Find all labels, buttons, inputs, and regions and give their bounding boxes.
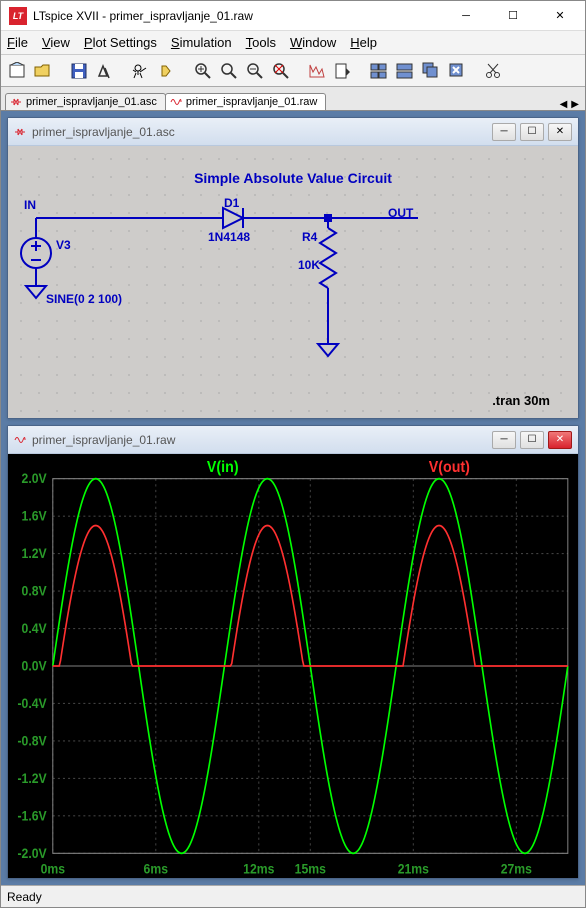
menu-plot-settings[interactable]: Plot Settings xyxy=(84,35,157,50)
mdi-area: primer_ispravljanje_01.asc ─ ☐ ✕ Simple … xyxy=(1,111,585,885)
cut-icon[interactable] xyxy=(481,59,505,83)
control-panel-icon[interactable] xyxy=(93,59,117,83)
svg-text:1.6V: 1.6V xyxy=(22,508,48,524)
tab-next-icon[interactable]: ▶ xyxy=(571,99,579,110)
svg-text:1.2V: 1.2V xyxy=(22,546,48,562)
toolbar xyxy=(1,55,585,87)
schematic-icon xyxy=(14,126,26,138)
svg-text:-2.0V: -2.0V xyxy=(17,845,47,861)
svg-text:0.8V: 0.8V xyxy=(22,583,48,599)
plot-titlebar: primer_ispravljanje_01.raw ─ ☐ ✕ xyxy=(8,426,578,454)
svg-text:-0.8V: -0.8V xyxy=(17,733,47,749)
plot-svg: 2.0V 1.6V 1.2V 0.8V 0.4V 0.0V -0.4V -0.8V -1.2V -… xyxy=(8,454,578,878)
cascade-icon[interactable] xyxy=(419,59,443,83)
svg-text:12ms: 12ms xyxy=(243,861,274,877)
schematic-icon xyxy=(10,96,22,108)
net-in-label: IN xyxy=(24,198,36,212)
diode-model: 1N4148 xyxy=(208,230,250,244)
autorange-icon[interactable] xyxy=(305,59,329,83)
menu-simulation[interactable]: Simulation xyxy=(171,35,232,50)
vsource-value: SINE(0 2 100) xyxy=(46,292,122,306)
halt-icon[interactable] xyxy=(155,59,179,83)
zoom-out-icon[interactable] xyxy=(243,59,267,83)
tab-waveform[interactable]: primer_ispravljanje_01.raw xyxy=(165,93,326,110)
svg-text:27ms: 27ms xyxy=(501,861,532,877)
schematic-canvas[interactable]: Simple Absolute Value Circuit xyxy=(8,146,578,418)
plot-canvas[interactable]: 2.0V 1.6V 1.2V 0.8V 0.4V 0.0V -0.4V -0.8V -1.2V -… xyxy=(8,454,578,878)
menu-help[interactable]: Help xyxy=(350,35,377,50)
tile-icon[interactable] xyxy=(367,59,391,83)
run-icon[interactable] xyxy=(129,59,153,83)
svg-text:V(out): V(out) xyxy=(429,458,470,476)
svg-text:0ms: 0ms xyxy=(41,861,65,877)
svg-text:2.0V: 2.0V xyxy=(22,471,48,487)
tile-h-icon[interactable] xyxy=(393,59,417,83)
schematic-title-text: primer_ispravljanje_01.asc xyxy=(32,125,486,139)
document-tabs: primer_ispravljanje_01.asc primer_isprav… xyxy=(1,87,585,111)
resistor-value: 10K xyxy=(298,258,320,272)
tab-schematic[interactable]: primer_ispravljanje_01.asc xyxy=(5,93,166,110)
svg-text:21ms: 21ms xyxy=(398,861,429,877)
plot-title-text: primer_ispravljanje_01.raw xyxy=(32,433,486,447)
tab-label: primer_ispravljanje_01.raw xyxy=(186,96,317,108)
schematic-window: primer_ispravljanje_01.asc ─ ☐ ✕ Simple … xyxy=(7,117,579,419)
waveform-icon xyxy=(14,434,26,446)
svg-text:V(in): V(in) xyxy=(207,458,239,476)
svg-text:-1.2V: -1.2V xyxy=(17,770,47,786)
tab-prev-icon[interactable]: ◀ xyxy=(560,99,568,110)
open-icon[interactable] xyxy=(31,59,55,83)
child-maximize-button[interactable]: ☐ xyxy=(520,123,544,141)
child-close-button[interactable]: ✕ xyxy=(548,123,572,141)
svg-text:0.4V: 0.4V xyxy=(22,620,48,636)
statusbar: Ready xyxy=(1,885,585,907)
child-close-button[interactable]: ✕ xyxy=(548,431,572,449)
titlebar: LT LTspice XVII - primer_ispravljanje_01… xyxy=(1,1,585,31)
zoom-in-icon[interactable] xyxy=(191,59,215,83)
menu-window[interactable]: Window xyxy=(290,35,336,50)
status-text: Ready xyxy=(7,890,42,904)
svg-text:-1.6V: -1.6V xyxy=(17,808,47,824)
child-minimize-button[interactable]: ─ xyxy=(492,123,516,141)
waveform-icon xyxy=(170,96,182,108)
menu-file[interactable]: File xyxy=(7,35,28,50)
svg-text:6ms: 6ms xyxy=(144,861,168,877)
tab-label: primer_ispravljanje_01.asc xyxy=(26,96,157,108)
close-button[interactable]: ✕ xyxy=(537,2,583,30)
net-out-label: OUT xyxy=(388,206,413,220)
menubar: File View Plot Settings Simulation Tools… xyxy=(1,31,585,55)
tab-scroll: ◀ ▶ xyxy=(560,99,581,110)
child-minimize-button[interactable]: ─ xyxy=(492,431,516,449)
close-all-icon[interactable] xyxy=(445,59,469,83)
schematic-titlebar: primer_ispravljanje_01.asc ─ ☐ ✕ xyxy=(8,118,578,146)
pan-icon[interactable] xyxy=(217,59,241,83)
add-trace-icon[interactable] xyxy=(331,59,355,83)
vsource-label: V3 xyxy=(56,238,71,252)
diode-label: D1 xyxy=(224,196,239,210)
minimize-button[interactable]: ─ xyxy=(443,2,489,30)
child-maximize-button[interactable]: ☐ xyxy=(520,431,544,449)
svg-text:-0.4V: -0.4V xyxy=(17,695,47,711)
resistor-label: R4 xyxy=(302,230,317,244)
main-window: LT LTspice XVII - primer_ispravljanje_01… xyxy=(0,0,586,908)
maximize-button[interactable]: ☐ xyxy=(490,2,536,30)
plot-window: primer_ispravljanje_01.raw ─ ☐ ✕ 2.0V 1.6… xyxy=(7,425,579,879)
svg-text:15ms: 15ms xyxy=(295,861,326,877)
save-icon[interactable] xyxy=(67,59,91,83)
window-title: LTspice XVII - primer_ispravljanje_01.ra… xyxy=(33,9,443,23)
tran-directive: .tran 30m xyxy=(492,393,550,408)
zoom-fit-icon[interactable] xyxy=(269,59,293,83)
new-schematic-icon[interactable] xyxy=(5,59,29,83)
svg-text:0.0V: 0.0V xyxy=(22,658,48,674)
app-logo: LT xyxy=(9,7,27,25)
menu-view[interactable]: View xyxy=(42,35,70,50)
menu-tools[interactable]: Tools xyxy=(246,35,276,50)
